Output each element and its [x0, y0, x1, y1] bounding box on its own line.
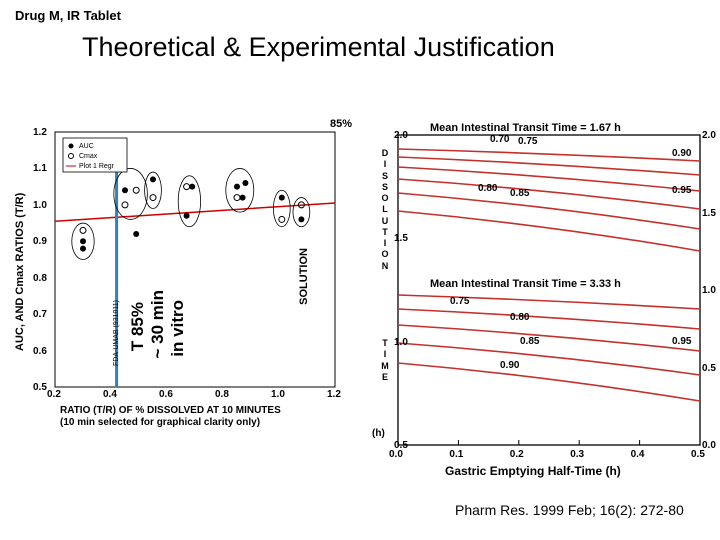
left-xtick: 0.6 — [159, 389, 173, 400]
right-xlabel: Gastric Emptying Half-Time (h) — [445, 464, 621, 478]
curve-label: 0.80 — [510, 312, 529, 323]
svg-text:Cmax: Cmax — [79, 153, 98, 160]
curve-label: 0.90 — [500, 360, 519, 371]
left-xtick: 0.8 — [215, 389, 229, 400]
curve-label: 0.80 — [478, 183, 497, 194]
left-xtick: 0.4 — [103, 389, 117, 400]
right-yltick: 1.5 — [394, 233, 408, 244]
right-yrtick: 0.5 — [702, 363, 716, 374]
left-ytick: 0.8 — [33, 273, 47, 284]
left-scatter-chart: AUC Cmax Plot 1 Regr — [55, 132, 335, 387]
right-xtick: 0.3 — [570, 449, 584, 460]
left-ytick: 1.0 — [33, 200, 47, 211]
right-ylabel-bot: TIME — [378, 338, 392, 383]
right-yltick: 0.5 — [394, 440, 408, 451]
left-xtick: 1.2 — [327, 389, 341, 400]
curve-label: 0.85 — [510, 188, 529, 199]
left-ytick: 1.2 — [33, 127, 47, 138]
left-ytick: 0.7 — [33, 309, 47, 320]
right-title-top: Mean Intestinal Transit Time = 1.67 h — [430, 122, 621, 134]
header-large: Theoretical & Experimental Justification — [82, 32, 555, 63]
anno-solution: SOLUTION — [298, 248, 310, 305]
right-yrtick: 0.0 — [702, 440, 716, 451]
right-xtick: 0.1 — [449, 449, 463, 460]
svg-text:Plot 1 Regr: Plot 1 Regr — [79, 163, 115, 170]
right-yltick: 2.0 — [394, 130, 408, 141]
left-ytick: 0.5 — [33, 382, 47, 393]
left-xtick: 1.0 — [271, 389, 285, 400]
right-yrtick: 1.0 — [702, 285, 716, 296]
right-line-chart — [398, 135, 700, 445]
right-xtick: 0.2 — [510, 449, 524, 460]
right-yrtick: 1.5 — [702, 208, 716, 219]
header-small: Drug M, IR Tablet — [15, 8, 121, 23]
anno-fda: FDA-UMAB (931011) — [113, 300, 120, 366]
right-ylabel-top: DISSOLUTION — [378, 148, 392, 272]
curve-label: 0.75 — [518, 136, 537, 147]
left-xlabel: RATIO (T/R) OF % DISSOLVED AT 10 MINUTES… — [60, 405, 340, 429]
right-yltick: 1.0 — [394, 337, 408, 348]
right-title-mid: Mean Intestinal Transit Time = 3.33 h — [430, 278, 621, 290]
left-ytick: 1.1 — [33, 163, 47, 174]
curve-label: 0.85 — [520, 336, 539, 347]
left-ytick: 0.9 — [33, 236, 47, 247]
curve-label: 0.90 — [672, 148, 691, 159]
curve-label: 0.95 — [672, 185, 691, 196]
anno-invitro: in vitro — [168, 300, 188, 357]
right-yrtick: 2.0 — [702, 130, 716, 141]
curve-label: 0.95 — [672, 336, 691, 347]
left-ylabel: AUC, AND Cmax RATIOS (T/R) — [14, 176, 26, 351]
anno-30min: ~ 30 min — [148, 290, 168, 359]
left-ytick: 0.6 — [33, 346, 47, 357]
svg-text:AUC: AUC — [79, 143, 94, 150]
left-chart-svg: AUC Cmax Plot 1 Regr — [55, 132, 335, 387]
right-xtick: 0.4 — [631, 449, 645, 460]
curve-label: 0.70 — [490, 134, 509, 145]
anno-t85: T 85% — [128, 302, 148, 351]
anno-85pct: 85% — [330, 118, 352, 130]
left-xtick: 0.2 — [47, 389, 61, 400]
right-chart-svg — [398, 135, 700, 445]
curve-label: 0.75 — [450, 296, 469, 307]
citation: Pharm Res. 1999 Feb; 16(2): 272-80 — [455, 502, 684, 518]
h-label: (h) — [372, 428, 385, 439]
